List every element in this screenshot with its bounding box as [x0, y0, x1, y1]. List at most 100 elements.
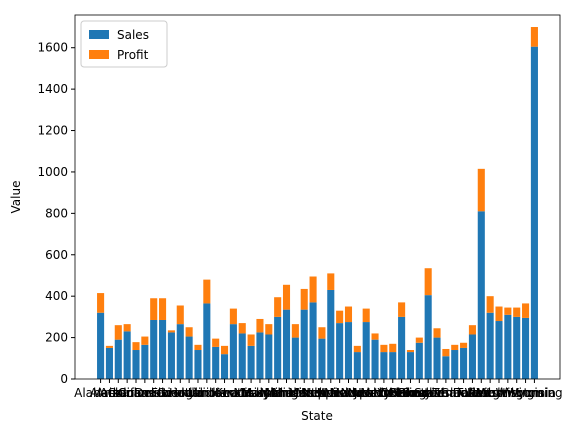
bar — [123, 331, 131, 379]
x-tick-label: Virginia — [476, 386, 521, 400]
x-tick-label: New Hampshire — [301, 386, 396, 400]
bar — [486, 312, 494, 379]
bar — [513, 316, 521, 379]
x-tick-label: Wyoming — [506, 386, 562, 400]
bar — [132, 350, 140, 379]
y-tick-label: 400 — [45, 289, 68, 303]
bar — [274, 316, 282, 379]
y-tick-label: 1600 — [37, 41, 68, 55]
bar — [194, 350, 202, 379]
bar — [389, 343, 397, 353]
x-tick-label: Missouri — [288, 386, 337, 400]
y-tick-label: 0 — [60, 372, 68, 386]
bar — [495, 321, 503, 379]
bar — [291, 324, 299, 338]
x-tick-label: Colorado — [118, 386, 172, 400]
bar — [203, 279, 211, 304]
bar — [468, 325, 476, 335]
bar — [238, 323, 246, 334]
x-tick-label: Utah — [467, 386, 495, 400]
x-tick-label: South Dakota — [414, 386, 495, 400]
bar — [433, 337, 441, 379]
bar — [220, 354, 229, 379]
bar — [212, 338, 220, 347]
bar — [415, 337, 423, 343]
bar — [406, 350, 415, 353]
bar — [159, 298, 167, 320]
bar — [406, 352, 415, 379]
bar — [389, 352, 397, 379]
bar — [282, 309, 291, 379]
bar — [460, 342, 468, 348]
bar — [167, 332, 175, 379]
bar — [176, 305, 184, 325]
bar — [362, 308, 370, 323]
x-tick-label: Tennessee — [431, 386, 495, 400]
bar — [424, 268, 432, 296]
x-tick-label: Illinois — [188, 386, 226, 400]
x-tick-label: Pennsylvania — [389, 386, 468, 400]
x-tick-label: New Jersey — [324, 386, 391, 400]
bar — [185, 336, 193, 379]
bar — [300, 309, 308, 379]
bar — [371, 333, 379, 340]
bar — [415, 342, 423, 379]
x-tick-label: Maine — [242, 386, 278, 400]
bar — [336, 323, 344, 379]
bar — [495, 306, 503, 322]
bar — [318, 338, 326, 379]
x-tick-label: Oregon — [397, 386, 441, 400]
x-tick-label: Hawaii — [169, 386, 209, 400]
bar — [97, 293, 105, 313]
x-tick-label: Iowa — [211, 386, 239, 400]
x-tick-label: Florida — [151, 386, 192, 400]
x-tick-label: New Mexico — [330, 386, 402, 400]
bar — [150, 319, 158, 379]
bar — [504, 314, 512, 379]
x-tick-label: Nebraska — [302, 386, 359, 400]
x-tick-label: California — [108, 386, 165, 400]
bar — [327, 289, 335, 379]
legend-label: Sales — [117, 28, 149, 42]
bar — [176, 324, 184, 379]
bar — [451, 350, 459, 379]
bar — [282, 284, 291, 310]
y-tick-label: 200 — [45, 331, 68, 345]
x-tick-label: Texas — [455, 386, 489, 400]
bar — [477, 168, 485, 212]
bar — [220, 345, 229, 355]
bar — [194, 344, 202, 351]
bar — [530, 27, 538, 47]
x-tick-label: North Carolina — [341, 386, 428, 400]
x-tick-label: Delaware — [134, 386, 191, 400]
bar — [309, 276, 317, 303]
bar — [185, 327, 193, 337]
legend-label: Profit — [117, 48, 149, 62]
bar — [247, 345, 255, 379]
bar — [522, 303, 530, 318]
x-tick-label: Minnesota — [264, 386, 326, 400]
bar — [344, 322, 353, 379]
bar — [353, 345, 361, 353]
x-tick-label: North Dakota — [353, 386, 433, 400]
legend-swatch — [89, 30, 109, 39]
x-tick-label: Louisiana — [223, 386, 280, 400]
bar — [150, 298, 158, 320]
bar — [371, 339, 379, 379]
bar — [238, 333, 246, 379]
bar — [504, 307, 512, 315]
x-tick-label: Rhode Island — [398, 386, 476, 400]
bar — [114, 339, 122, 379]
bar — [424, 295, 432, 379]
x-tick-label: Connecticut — [118, 386, 190, 400]
x-tick-label: South Carolina — [402, 386, 490, 400]
bar — [486, 296, 494, 313]
bar — [229, 308, 237, 325]
x-tick-label: Vermont — [465, 386, 516, 400]
bar — [167, 330, 175, 333]
x-tick-label: Oklahoma — [380, 386, 441, 400]
bar — [327, 273, 335, 290]
bar — [433, 328, 441, 338]
bar — [229, 324, 237, 379]
bar — [309, 302, 317, 379]
